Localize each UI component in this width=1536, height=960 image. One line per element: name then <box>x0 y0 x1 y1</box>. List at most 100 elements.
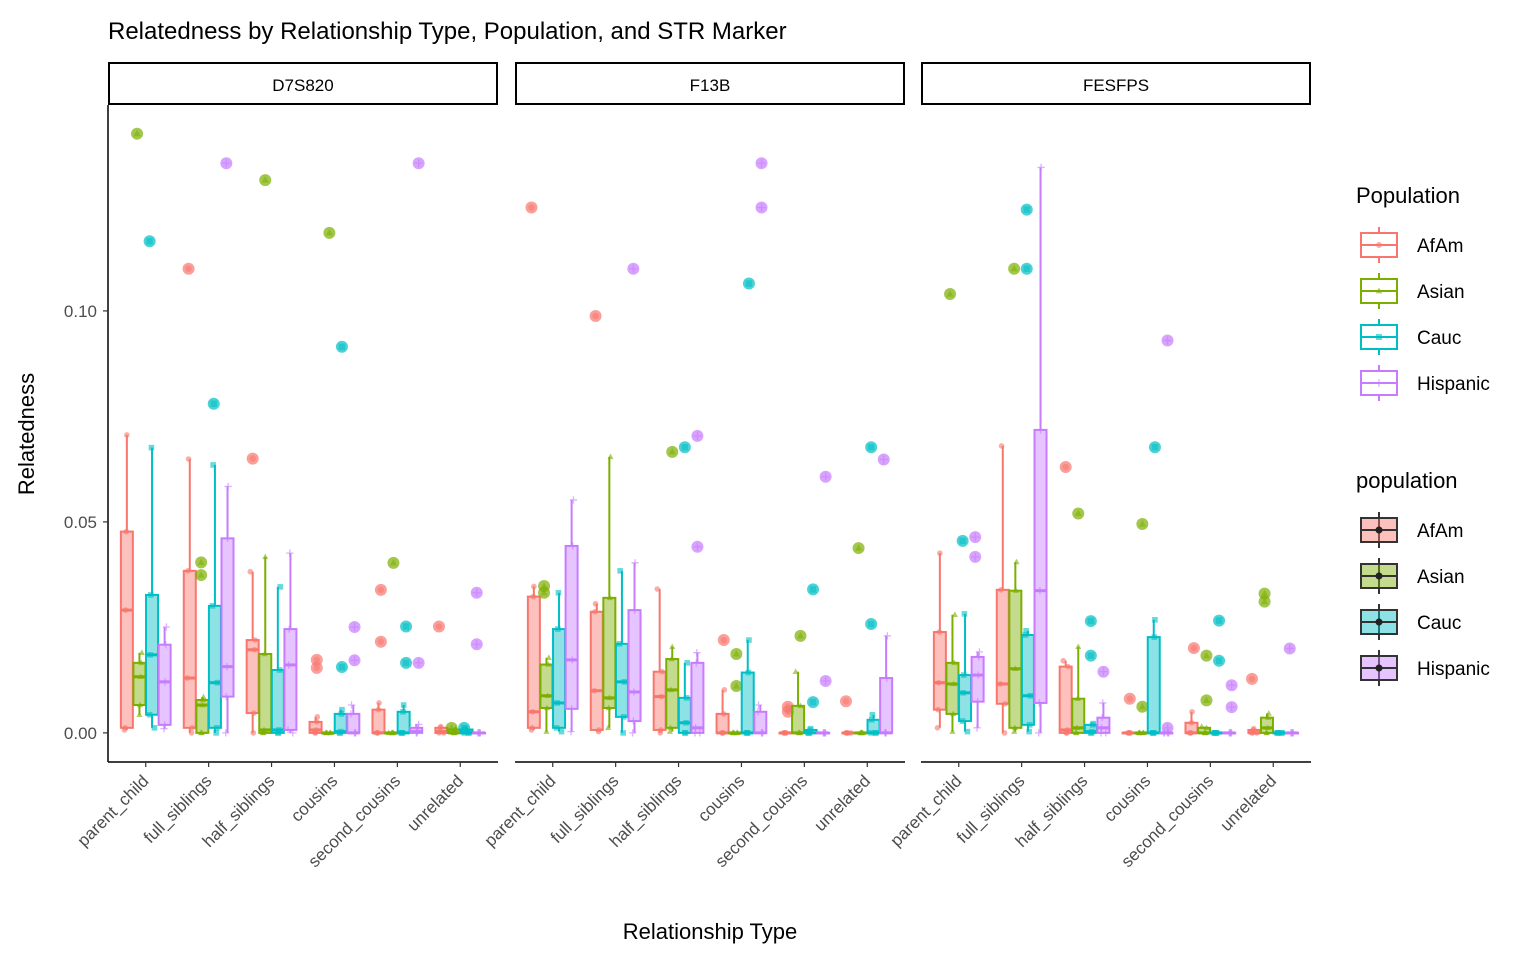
jitter-point <box>1151 634 1158 640</box>
box <box>665 658 680 729</box>
outlier-jitter-point <box>460 724 468 732</box>
jitter-point <box>250 730 257 736</box>
jitter-point <box>1097 724 1106 732</box>
jitter-point <box>567 705 576 713</box>
legend-shape-icon <box>1375 379 1383 387</box>
box <box>270 669 285 734</box>
jitter-point <box>222 692 230 701</box>
box <box>791 704 806 734</box>
box <box>207 604 222 729</box>
x-tick-label: cousins <box>1100 771 1154 825</box>
boxplot-asian <box>1008 262 1023 734</box>
y-tick-label: 0.10 <box>64 302 97 321</box>
jitter-point <box>1036 587 1044 595</box>
outlier-jitter-point <box>350 622 359 632</box>
jitter-point <box>1001 730 1008 736</box>
box <box>396 710 411 734</box>
jitter-point <box>1022 632 1029 638</box>
box <box>970 655 985 703</box>
boxplot-cauc <box>143 235 160 731</box>
jitter-point <box>1263 729 1271 736</box>
jitter-point <box>530 593 537 600</box>
jitter-point <box>629 729 637 737</box>
jitter-point <box>997 681 1004 687</box>
outlier-jitter-point <box>414 658 423 667</box>
jitter-point <box>1265 714 1272 720</box>
legend-dot-icon <box>1375 664 1383 672</box>
x-tick-label: parent_child <box>481 771 560 850</box>
jitter-point <box>629 717 637 725</box>
jitter-point <box>400 702 407 708</box>
jitter-point <box>277 584 284 590</box>
box <box>132 661 147 707</box>
jitter-point <box>951 659 958 666</box>
box <box>945 661 960 715</box>
jitter-point <box>935 706 941 713</box>
boxplot-hispanic <box>1033 163 1048 737</box>
jitter-point <box>873 730 879 736</box>
jitter-point <box>466 730 472 736</box>
jitter-point <box>136 701 144 708</box>
jitter-point <box>807 725 814 732</box>
boxplot-cauc <box>270 584 285 736</box>
jitter-point <box>1036 426 1045 434</box>
jitter-point <box>668 655 675 662</box>
jitter-point <box>596 727 602 733</box>
jitter-point <box>260 729 267 736</box>
jitter-point <box>545 661 552 667</box>
jitter-point <box>1064 727 1071 733</box>
outlier-jitter-point <box>1023 265 1030 272</box>
jitter-point <box>1289 729 1297 737</box>
jitter-point <box>162 641 170 649</box>
jitter-point <box>385 729 392 736</box>
jitter-point <box>1013 558 1020 565</box>
jitter-point <box>960 689 967 696</box>
jitter-point <box>199 701 206 708</box>
jitter-point <box>951 611 958 617</box>
strip-label: FESFPS <box>1083 76 1149 95</box>
jitter-point <box>631 559 639 567</box>
jitter-point <box>616 641 623 647</box>
jitter-point <box>347 701 356 709</box>
outlier-jitter-point <box>971 532 980 542</box>
x-tick-label: unrelated <box>811 771 875 835</box>
outlier-jitter-point <box>377 638 385 645</box>
jitter-point <box>1264 724 1271 731</box>
jitter-point <box>261 650 268 657</box>
x-tick-label: unrelated <box>404 771 468 835</box>
outlier-jitter-point <box>472 588 481 597</box>
jitter-point <box>1127 730 1134 736</box>
boxplot-hispanic <box>1283 642 1300 737</box>
jitter-point <box>224 482 232 491</box>
outlier-jitter-point <box>855 544 863 551</box>
boxplot-hispanic <box>157 623 172 733</box>
box <box>995 588 1010 705</box>
jitter-point <box>606 594 614 601</box>
box <box>958 674 973 723</box>
outlier-jitter-point <box>1215 657 1223 664</box>
box <box>1033 428 1048 704</box>
box <box>879 677 894 734</box>
jitter-point <box>185 456 192 462</box>
jitter-point <box>200 693 207 700</box>
legend-fill-key-cauc: Cauc <box>1360 604 1461 640</box>
outlier-jitter-point <box>629 264 638 273</box>
box <box>564 544 579 710</box>
legend-fill-key-asian: Asian <box>1360 558 1465 594</box>
legend-colour-key-cauc: Cauc <box>1360 319 1461 355</box>
jitter-point <box>252 637 258 643</box>
jitter-point <box>198 729 205 736</box>
jitter-point <box>792 668 799 674</box>
jitter-point <box>440 730 447 736</box>
boxplot-cauc <box>333 340 348 736</box>
jitter-point <box>934 725 941 731</box>
y-tick-label: 0.00 <box>64 724 97 743</box>
legend-fill-key-afam: AfAm <box>1360 512 1463 548</box>
jitter-point <box>759 729 767 737</box>
jitter-point <box>124 432 130 438</box>
outlier-jitter-point <box>197 558 205 565</box>
jitter-point <box>959 718 966 724</box>
jitter-point <box>1203 724 1210 731</box>
outlier-jitter-point <box>745 280 753 287</box>
